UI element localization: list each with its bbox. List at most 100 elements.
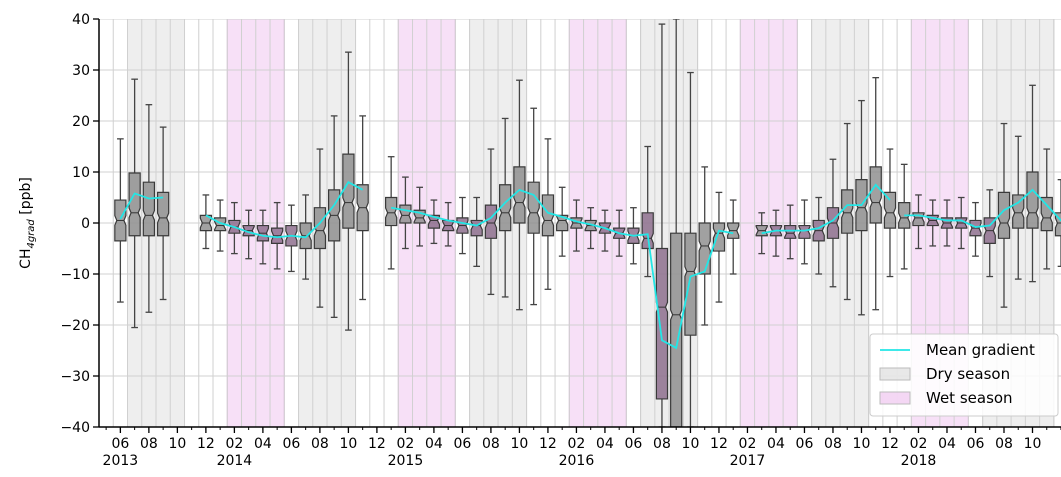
box-2014-10 bbox=[342, 51, 355, 331]
legend-label: Mean gradient bbox=[926, 341, 1035, 359]
x-year-label: 2016 bbox=[559, 453, 595, 469]
y-axis-ticks: −40 −30 −20 −10 0 10 20 30 40 bbox=[60, 12, 99, 436]
box-2015-09 bbox=[499, 117, 512, 298]
box-body bbox=[641, 212, 654, 250]
x-tick-label: 06 bbox=[111, 436, 129, 452]
legend-patch-swatch bbox=[879, 391, 911, 405]
box-2016-09 bbox=[670, 19, 683, 427]
box-2018-06 bbox=[969, 201, 982, 257]
x-tick-label: 08 bbox=[311, 436, 329, 452]
box-2017-08 bbox=[826, 158, 840, 288]
x-tick-label: 06 bbox=[625, 436, 643, 452]
box-2017-01 bbox=[727, 199, 740, 275]
legend-label: Wet season bbox=[926, 389, 1013, 407]
box-2014-11 bbox=[356, 115, 369, 301]
y-tick-label: −40 bbox=[60, 420, 90, 436]
box-body bbox=[1026, 171, 1039, 229]
box-body bbox=[128, 172, 141, 237]
x-tick-label: 06 bbox=[967, 436, 985, 452]
box-2014-01 bbox=[213, 199, 227, 252]
box-body bbox=[798, 224, 811, 239]
x-tick-label: 08 bbox=[140, 436, 158, 452]
x-tick-label: 10 bbox=[1024, 436, 1042, 452]
box-2018-07 bbox=[983, 189, 996, 278]
x-tick-label: 04 bbox=[425, 436, 443, 452]
x-tick-label: 02 bbox=[397, 436, 415, 452]
box-2015-10 bbox=[513, 79, 526, 311]
x-year-label: 2017 bbox=[730, 453, 766, 469]
box-2016-11 bbox=[698, 166, 711, 326]
x-tick-label: 08 bbox=[482, 436, 500, 452]
x-tick-label: 06 bbox=[282, 436, 300, 452]
box-2013-12 bbox=[199, 194, 213, 250]
x-tick-label: 04 bbox=[938, 436, 956, 452]
mean-gradient-lines bbox=[119, 181, 1061, 350]
legend-patch-swatch bbox=[879, 367, 911, 381]
box-2018-01 bbox=[898, 163, 911, 270]
box-2018-10 bbox=[1026, 84, 1039, 283]
box-2017-06 bbox=[798, 199, 811, 265]
x-tick-label: 08 bbox=[995, 436, 1013, 452]
box-body bbox=[698, 222, 711, 275]
y-tick-label: −20 bbox=[60, 318, 90, 334]
box-body bbox=[997, 191, 1011, 239]
box-body bbox=[156, 191, 170, 237]
legend-entry: Dry season bbox=[879, 365, 1010, 383]
box-2017-11 bbox=[869, 77, 882, 311]
y-tick-label: 40 bbox=[72, 12, 90, 28]
box-body bbox=[399, 204, 412, 224]
box-2014-06 bbox=[285, 204, 298, 273]
box-body bbox=[684, 232, 697, 336]
box-2016-10 bbox=[684, 71, 697, 427]
mean-gradient-line bbox=[205, 181, 364, 239]
box-body bbox=[655, 247, 669, 400]
box-2014-09 bbox=[327, 115, 341, 319]
y-tick-label: 20 bbox=[72, 114, 90, 130]
box-body bbox=[841, 189, 854, 234]
x-tick-label: 02 bbox=[225, 436, 243, 452]
x-tick-label: 10 bbox=[339, 436, 357, 452]
x-tick-label: 04 bbox=[596, 436, 614, 452]
box-body bbox=[142, 181, 156, 237]
box-body bbox=[513, 166, 526, 224]
box-body bbox=[556, 214, 569, 232]
box-2014-07 bbox=[299, 194, 312, 280]
box-2015-04 bbox=[427, 199, 441, 245]
box-body bbox=[313, 207, 327, 250]
y-tick-label: −30 bbox=[60, 369, 90, 385]
x-tick-label: 12 bbox=[710, 436, 728, 452]
mean-gradient-line bbox=[391, 188, 734, 350]
box-body bbox=[784, 224, 797, 239]
box-2016-02 bbox=[570, 199, 583, 252]
legend-entry: Wet season bbox=[879, 389, 1013, 407]
box-2015-01 bbox=[385, 156, 398, 270]
x-tick-label: 08 bbox=[824, 436, 842, 452]
box-2014-08 bbox=[313, 148, 327, 308]
box-2017-09 bbox=[841, 122, 854, 301]
x-year-label: 2013 bbox=[103, 453, 139, 469]
x-tick-label: 08 bbox=[653, 436, 671, 452]
mean-gradient-line bbox=[904, 188, 1061, 229]
mean-gradient-line bbox=[761, 183, 891, 235]
y-tick-label: 10 bbox=[72, 165, 90, 181]
box-2016-08 bbox=[655, 23, 669, 427]
legend-frame bbox=[869, 333, 1059, 417]
legend-label: Dry season bbox=[926, 365, 1010, 383]
y-tick-label: 30 bbox=[72, 63, 90, 79]
box-2016-12 bbox=[712, 191, 726, 303]
box-2015-08 bbox=[484, 148, 498, 296]
x-axis-ticks: 06 08 10 12 02 04 06 08 10 12 02 04 06 08 10 12 02 04 06 08… bbox=[103, 427, 1061, 469]
box-2015-11 bbox=[527, 107, 540, 306]
box-2018-11 bbox=[1040, 148, 1053, 270]
y-tick-label: −10 bbox=[60, 267, 90, 283]
box-2016-01 bbox=[556, 186, 569, 257]
box-2017-05 bbox=[784, 204, 797, 260]
x-tick-label: 02 bbox=[739, 436, 757, 452]
x-tick-label: 12 bbox=[197, 436, 215, 452]
x-tick-label: 12 bbox=[539, 436, 557, 452]
box-body bbox=[427, 214, 441, 229]
box-2013-07 bbox=[128, 78, 141, 329]
box-body bbox=[670, 232, 683, 427]
x-tick-label: 12 bbox=[881, 436, 899, 452]
x-tick-label: 10 bbox=[168, 436, 186, 452]
